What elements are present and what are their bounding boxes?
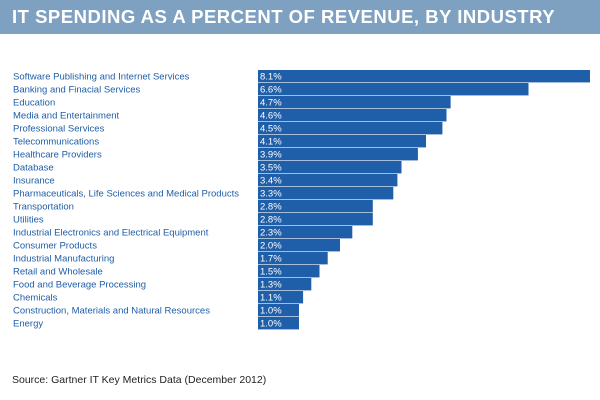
bar: [258, 161, 402, 174]
category-label: Telecommunications: [13, 137, 99, 148]
bar: [258, 317, 299, 330]
source-note: Source: Gartner IT Key Metrics Data (Dec…: [12, 374, 267, 386]
value-label: 1.0%: [260, 306, 282, 317]
title-bar: IT SPENDING AS A PERCENT OF REVENUE, BY …: [0, 0, 600, 34]
category-label: Retail and Wholesale: [13, 267, 103, 278]
category-label: Food and Beverage Processing: [13, 280, 146, 291]
value-label: 3.4%: [260, 176, 282, 187]
bar: [258, 213, 373, 226]
value-label: 1.1%: [260, 293, 282, 304]
bar: [258, 148, 418, 161]
bar: [258, 70, 590, 83]
value-label: 1.0%: [260, 319, 282, 330]
bar: [258, 200, 373, 213]
bar: [258, 109, 447, 122]
category-label: Software Publishing and Internet Service…: [13, 72, 190, 83]
bar: [258, 252, 328, 265]
value-label: 8.1%: [260, 72, 282, 83]
bar: [258, 135, 426, 148]
value-label: 6.6%: [260, 85, 282, 96]
category-label: Education: [13, 98, 55, 109]
bar: [258, 304, 299, 317]
value-label: 2.8%: [260, 215, 282, 226]
bar: [258, 239, 340, 252]
chart-title: IT SPENDING AS A PERCENT OF REVENUE, BY …: [12, 6, 556, 27]
category-label: Energy: [13, 319, 43, 330]
value-label: 2.0%: [260, 241, 282, 252]
value-label: 4.6%: [260, 111, 282, 122]
category-label: Consumer Products: [13, 241, 97, 252]
category-label: Chemicals: [13, 293, 58, 304]
value-label: 2.3%: [260, 228, 282, 239]
bar: [258, 265, 320, 278]
category-label: Industrial Manufacturing: [13, 254, 114, 265]
category-label: Insurance: [13, 176, 55, 187]
value-label: 1.3%: [260, 280, 282, 291]
value-label: 3.9%: [260, 150, 282, 161]
category-label: Construction, Materials and Natural Reso…: [13, 306, 210, 317]
category-label: Utilities: [13, 215, 44, 226]
category-label: Healthcare Providers: [13, 150, 102, 161]
bar: [258, 291, 304, 304]
value-label: 1.7%: [260, 254, 282, 265]
category-label: Banking and Finacial Services: [13, 85, 141, 96]
category-label: Professional Services: [13, 124, 105, 135]
value-label: 3.3%: [260, 189, 282, 200]
value-label: 4.1%: [260, 137, 282, 148]
bar: [258, 96, 451, 109]
bar: [258, 83, 529, 96]
value-label: 2.8%: [260, 202, 282, 213]
category-label: Database: [13, 163, 54, 174]
category-label: Industrial Electronics and Electrical Eq…: [13, 228, 209, 239]
category-label: Transportation: [13, 202, 74, 213]
value-label: 4.5%: [260, 124, 282, 135]
bar: [258, 278, 312, 291]
category-label: Media and Entertainment: [13, 111, 120, 122]
bar: [258, 122, 443, 135]
category-label: Pharmaceuticals, Life Sciences and Medic…: [13, 189, 239, 200]
value-label: 4.7%: [260, 98, 282, 109]
value-label: 3.5%: [260, 163, 282, 174]
bar: [258, 226, 353, 239]
value-label: 1.5%: [260, 267, 282, 278]
bar: [258, 174, 398, 187]
bar: [258, 187, 394, 200]
